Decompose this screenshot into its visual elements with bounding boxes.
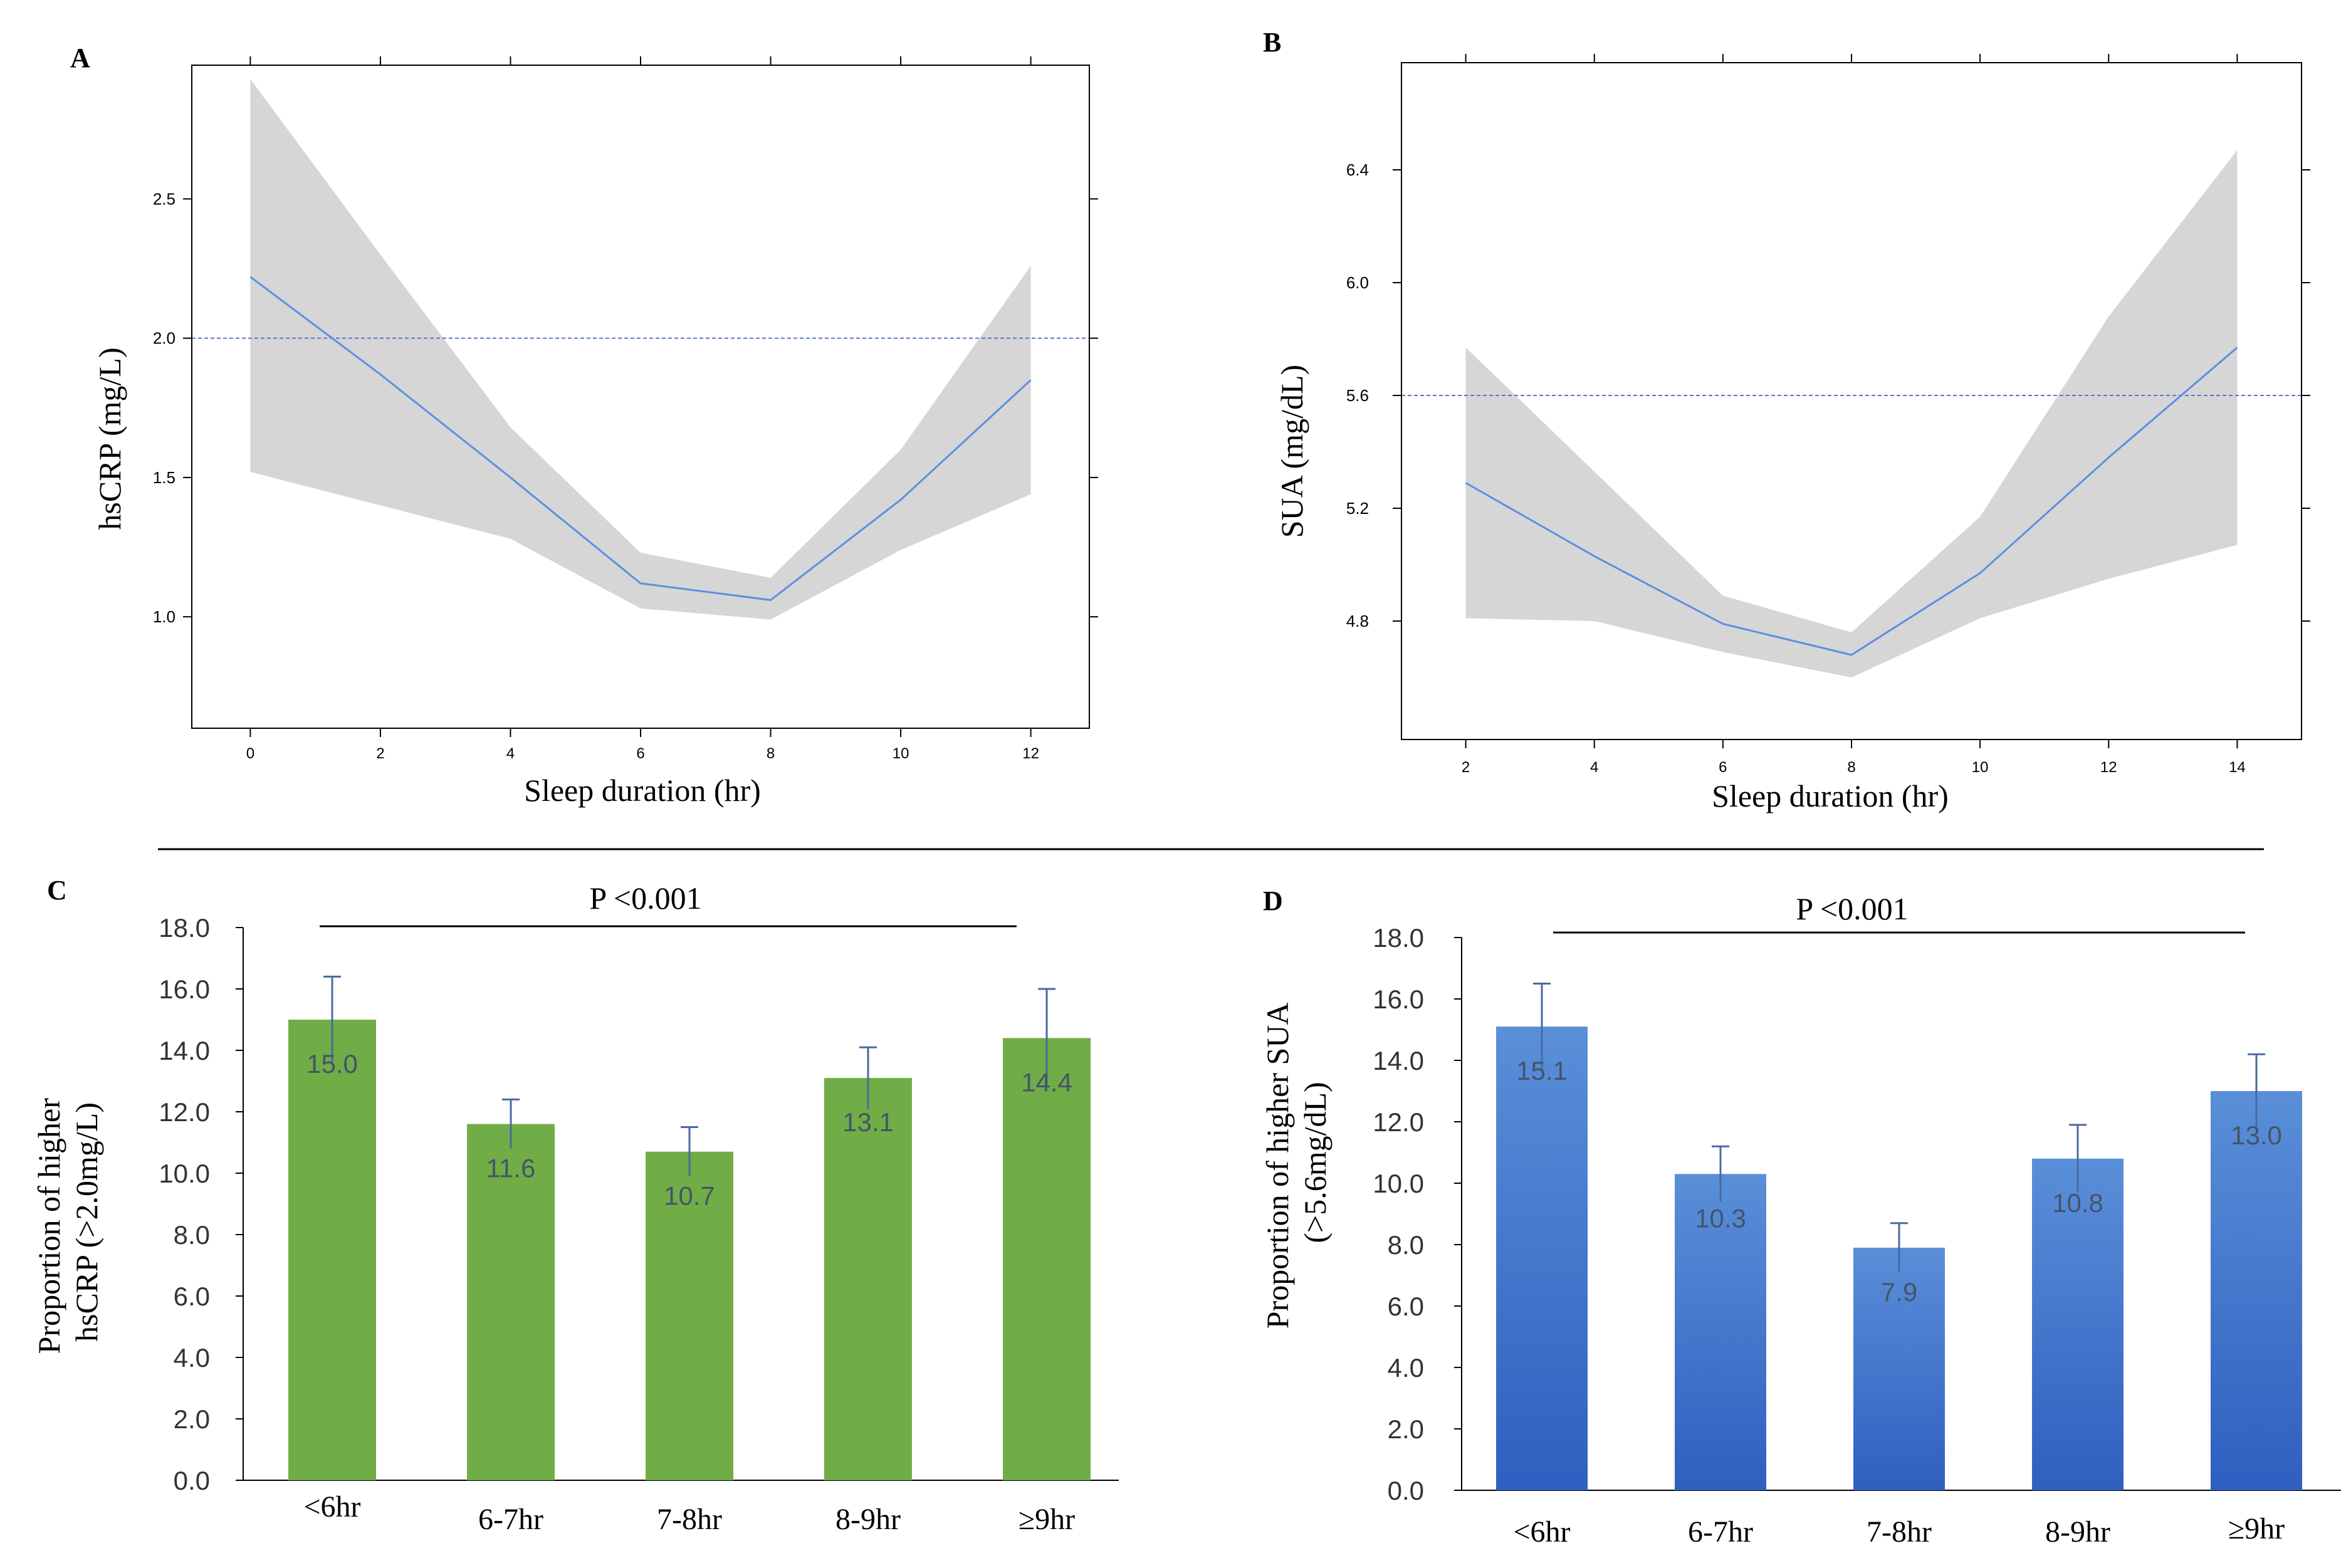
panel-label-c: C (47, 875, 67, 906)
x-tick-label: 4 (1590, 759, 1598, 776)
y-axis-label-line-2: hsCRP (>2.0mg/L) (69, 1102, 104, 1342)
y-tick-label: 2.0 (153, 329, 175, 348)
category-label: 8-9hr (2045, 1515, 2110, 1549)
bar-value-label: 15.0 (306, 1049, 358, 1079)
x-tick-label: 10 (893, 745, 909, 762)
category-label: 8-9hr (835, 1503, 901, 1536)
bar (2032, 1158, 2124, 1490)
y-tick-label: 6.0 (174, 1282, 210, 1311)
y-tick-label: 2.0 (1388, 1414, 1424, 1444)
y-tick-label: 2.0 (174, 1404, 210, 1434)
estimate-line (1465, 347, 2238, 656)
y-tick-label: 10.0 (159, 1159, 210, 1188)
y-tick-label: 18.0 (159, 913, 210, 943)
y-axis-label-line-2: (>5.6mg/dL) (1297, 1082, 1333, 1243)
y-axis-label-line-1: Proportion of higher (31, 1098, 66, 1354)
y-axis-label-line-1: Proportion of higher SUA (1260, 1003, 1295, 1329)
x-tick-label: 2 (376, 745, 384, 762)
y-tick-label: 4.0 (1388, 1353, 1424, 1382)
x-tick-label: 4 (506, 745, 515, 762)
x-tick-label: 12 (1022, 745, 1039, 762)
y-tick-label: 0.0 (1388, 1476, 1424, 1505)
bar-value-label: 10.7 (664, 1181, 715, 1211)
category-label: <6hr (303, 1490, 360, 1524)
category-label: ≥9hr (1019, 1503, 1075, 1536)
panel-d-bar-chart: 0.0 2.0 4.0 6.0 8.0 10.0 12.0 14.0 16.0 18.0 15.1… (1260, 891, 2341, 1549)
bar-value-label: 15.1 (1516, 1056, 1568, 1085)
bar (2211, 1091, 2302, 1490)
category-label: 6-7hr (478, 1503, 543, 1536)
bar (288, 1020, 376, 1480)
confidence-band (1465, 150, 2238, 677)
panel-a-line-chart: 0 2 4 6 8 10 12 1.0 1.5 2.0 2.5 Sleep duration (h… (92, 56, 1098, 808)
bar-value-label: 13.0 (2231, 1121, 2282, 1150)
significance-label: P <0.001 (1796, 891, 1908, 926)
y-tick-label: 14.0 (159, 1036, 210, 1065)
y-tick-label: 12.0 (1373, 1107, 1424, 1137)
y-tick-label: 1.5 (153, 468, 175, 487)
significance-label: P <0.001 (589, 881, 701, 916)
panel-label-a: A (70, 43, 90, 73)
category-label: 6-7hr (1688, 1515, 1753, 1549)
bar-value-label: 14.4 (1021, 1067, 1072, 1097)
bar (646, 1151, 733, 1480)
bar (1675, 1174, 1766, 1490)
y-tick-label: 6.4 (1346, 160, 1369, 179)
y-axis-label: Proportion of higher SUA (>5.6mg/dL) (1260, 996, 1333, 1329)
y-tick-label: 18.0 (1373, 923, 1424, 953)
y-tick-label: 14.0 (1373, 1046, 1424, 1075)
x-tick-label: 14 (2229, 759, 2246, 776)
category-label: 7-8hr (657, 1503, 722, 1536)
y-tick-label: 2.5 (153, 189, 175, 208)
y-tick-label: 10.0 (1373, 1169, 1424, 1198)
y-tick-label: 5.6 (1346, 386, 1369, 405)
category-label: 7-8hr (1867, 1515, 1932, 1549)
panel-c-bar-chart: 0.0 2.0 4.0 6.0 8.0 10.0 12.0 14.0 16.0 18.0 15.0… (31, 881, 1119, 1536)
x-tick-label: 8 (767, 745, 775, 762)
y-axis-label: Proportion of higher hsCRP (>2.0mg/L) (31, 1090, 104, 1354)
bar-value-label: 11.6 (486, 1154, 536, 1183)
panel-label-d: D (1263, 886, 1283, 916)
y-tick-label: 6.0 (1346, 273, 1369, 292)
panel-b-line-chart: 2 4 6 8 10 12 14 4.8 5.2 5.6 6.0 6.4 Sleep duratio… (1274, 54, 2310, 813)
x-tick-label: 2 (1462, 759, 1470, 776)
estimate-line (249, 276, 1032, 602)
x-tick-label: 8 (1847, 759, 1855, 776)
y-tick-label: 12.0 (159, 1097, 210, 1127)
y-tick-label: 4.0 (174, 1343, 210, 1372)
bar-value-label: 10.3 (1695, 1203, 1746, 1233)
x-tick-label: 12 (2100, 759, 2117, 776)
y-axis-label: SUA (mg/dL) (1274, 365, 1309, 538)
bar (1853, 1247, 1945, 1490)
bar-value-label: 7.9 (1881, 1277, 1917, 1307)
y-tick-label: 0.0 (174, 1466, 210, 1495)
x-axis-label: Sleep duration (hr) (1712, 778, 1949, 813)
bar (824, 1078, 912, 1480)
y-tick-label: 16.0 (159, 975, 210, 1004)
y-tick-label: 16.0 (1373, 985, 1424, 1014)
category-label: <6hr (1513, 1515, 1570, 1549)
y-tick-label: 8.0 (174, 1220, 210, 1250)
x-tick-label: 10 (1972, 759, 1989, 776)
bar (467, 1124, 555, 1480)
bar (1003, 1038, 1091, 1480)
category-label: ≥9hr (2228, 1512, 2285, 1545)
x-tick-label: 6 (636, 745, 644, 762)
x-tick-label: 0 (246, 745, 254, 762)
bar (1496, 1027, 1588, 1490)
bar-value-label: 10.8 (2052, 1188, 2103, 1218)
confidence-band (250, 79, 1031, 620)
y-tick-label: 4.8 (1346, 612, 1369, 630)
bar-value-label: 13.1 (842, 1107, 894, 1137)
y-tick-label: 1.0 (153, 607, 175, 626)
y-tick-label: 8.0 (1388, 1230, 1424, 1260)
y-tick-label: 5.2 (1346, 499, 1369, 518)
panel-label-b: B (1263, 27, 1281, 58)
x-axis-label: Sleep duration (hr) (524, 773, 761, 808)
y-tick-label: 6.0 (1388, 1292, 1424, 1321)
x-tick-label: 6 (1719, 759, 1727, 776)
y-axis-label: hsCRP (mg/L) (92, 347, 127, 530)
